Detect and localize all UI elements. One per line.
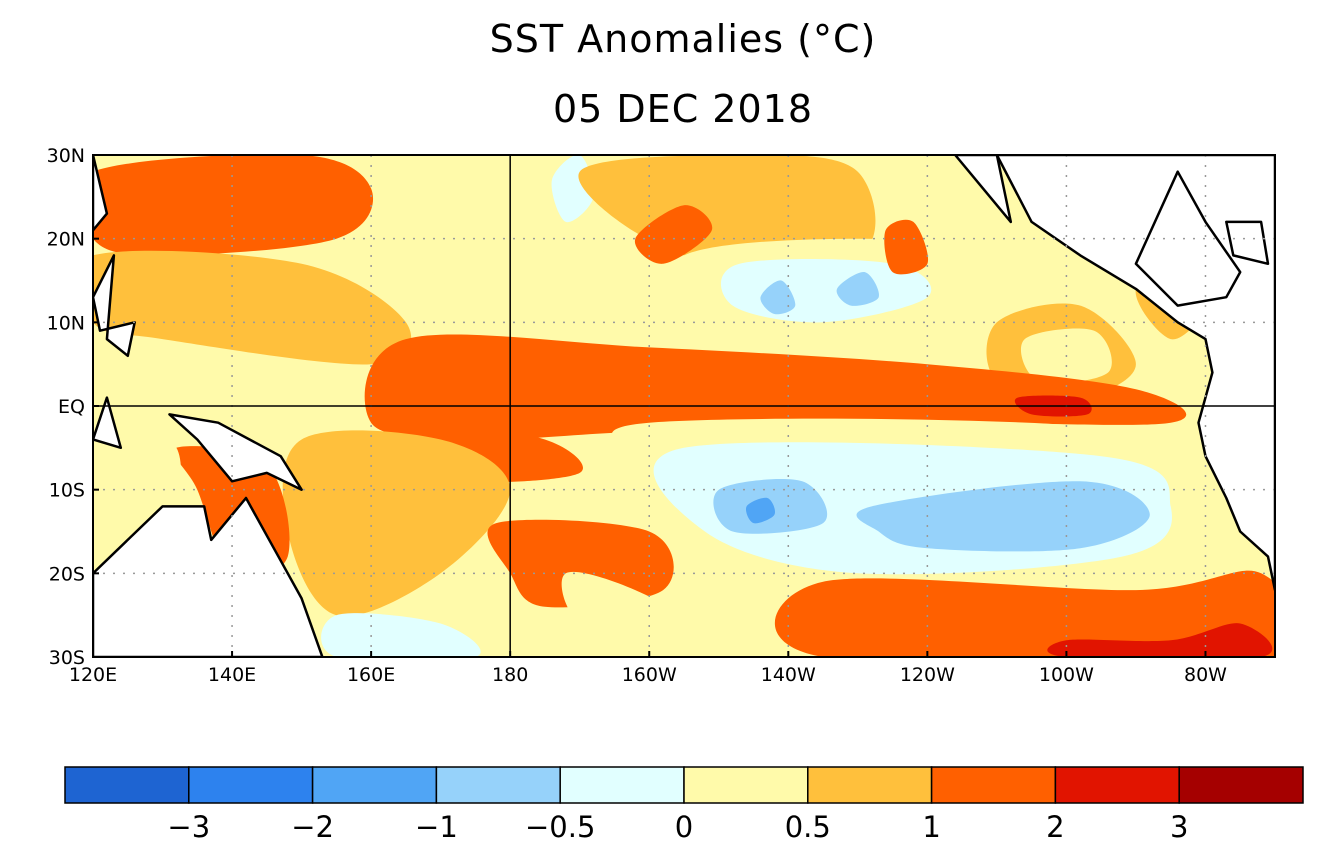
anomaly-region [403,163,580,291]
colorbar-label: −2 [291,810,334,844]
land-mass [953,155,1013,224]
map-title: SST Anomalies (°C) [490,17,877,61]
colorbar-bin [930,766,1057,804]
y-tick-label: 30S [49,647,85,669]
colorbar-label: −1 [415,810,458,844]
anomaly-region [561,571,719,657]
anomaly-region [282,430,511,617]
land-mass [93,496,324,657]
colorbar-label: 0.5 [785,810,831,844]
y-tick-label: 10N [47,312,85,334]
x-tick-label: 140W [761,664,816,686]
y-tick-label: EQ [58,396,85,418]
colorbar-bin [683,766,809,804]
colorbar-label: 3 [1170,810,1188,844]
colorbar-bin [64,766,190,804]
anomaly-region [634,205,713,264]
land-mass [1134,170,1242,307]
y-tick-label: 30N [47,145,85,167]
x-tick-label: 80W [1184,664,1227,686]
x-tick-label: 140E [208,664,256,686]
anomaly-region [487,519,674,608]
x-tick-label: 180 [492,664,528,686]
anomaly-regions [93,155,1275,657]
colorbar-label: 2 [1046,810,1064,844]
longitude-axis: 120E 140E 160E 180 160W 140W 120W 100W 80W [69,651,1227,686]
land-mass [93,254,136,358]
x-tick-label: 120E [69,664,117,686]
land-mass [93,396,123,450]
anomaly-region [856,481,1150,552]
anomaly-region [321,613,481,657]
land-masses [93,155,1275,657]
colorbar-bin [1178,766,1304,804]
colorbar-bin [807,766,933,804]
anomaly-region [93,155,374,256]
anomaly-region [836,271,880,306]
anomaly-region [760,280,796,315]
colorbar-bin [1054,766,1180,804]
colorbar-label: 0 [675,810,693,844]
x-tick-label: 120W [900,664,955,686]
anomaly-region [745,497,776,524]
anomaly-region [93,250,412,365]
map-area [93,155,1275,657]
x-tick-label: 160E [347,664,395,686]
land-mass [1225,220,1270,266]
colorbar-bin [311,766,438,804]
colorbar-label: −3 [167,810,210,844]
land-mass [168,413,303,491]
y-tick-label: 20N [47,229,85,251]
latitude-axis: 30N 20N 10N EQ 10S 20S 30S [47,145,99,669]
anomaly-region [775,570,1275,657]
colorbar: −3 −2 −1 −0.5 0 0.5 1 2 3 [64,766,1304,844]
y-tick-label: 20S [49,563,85,585]
y-tick-label: 10S [49,480,85,502]
colorbar-bin [435,766,561,804]
x-tick-label: 100W [1039,664,1094,686]
x-tick-label: 160W [622,664,677,686]
graticule [93,155,1275,657]
anomaly-region [884,219,929,275]
land-mass [93,155,109,232]
anomaly-region [1047,623,1273,657]
colorbar-bin [559,766,685,804]
colorbar-label: −0.5 [525,810,595,844]
colorbar-label: 1 [922,810,940,844]
colorbar-bin [188,766,314,804]
map-date: 05 DEC 2018 [553,87,813,131]
anomaly-region [364,334,1187,440]
